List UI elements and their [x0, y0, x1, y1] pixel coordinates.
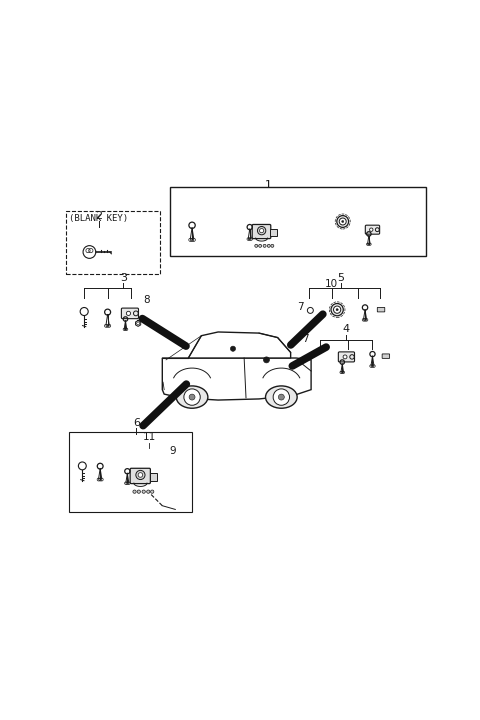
Circle shape	[184, 389, 200, 405]
FancyBboxPatch shape	[130, 468, 150, 484]
Polygon shape	[162, 358, 311, 400]
FancyBboxPatch shape	[252, 225, 271, 238]
Ellipse shape	[176, 386, 208, 408]
Circle shape	[230, 346, 236, 351]
Circle shape	[267, 244, 270, 247]
Text: 3: 3	[120, 272, 127, 282]
FancyBboxPatch shape	[338, 352, 355, 362]
Bar	[150, 473, 157, 481]
Text: 11: 11	[143, 433, 156, 443]
Circle shape	[370, 228, 373, 231]
Text: 6: 6	[133, 418, 140, 428]
Circle shape	[189, 394, 195, 400]
Circle shape	[339, 218, 346, 225]
Circle shape	[255, 244, 258, 247]
Text: 8: 8	[144, 294, 150, 305]
Ellipse shape	[265, 386, 297, 408]
Text: 9: 9	[170, 446, 176, 456]
Bar	[170, 187, 426, 256]
Circle shape	[273, 389, 289, 405]
Circle shape	[133, 490, 136, 493]
Text: 1: 1	[265, 180, 272, 190]
Circle shape	[257, 227, 266, 235]
FancyBboxPatch shape	[365, 225, 380, 234]
Text: 7: 7	[297, 302, 304, 312]
Text: 4: 4	[343, 324, 350, 334]
Circle shape	[343, 355, 347, 359]
Polygon shape	[188, 332, 290, 358]
Circle shape	[278, 394, 284, 400]
Text: 2: 2	[96, 211, 103, 221]
Circle shape	[147, 490, 150, 493]
Circle shape	[151, 490, 154, 493]
Circle shape	[331, 304, 343, 316]
Circle shape	[264, 357, 269, 363]
Circle shape	[320, 346, 324, 351]
Circle shape	[263, 244, 266, 247]
Text: 7: 7	[302, 334, 309, 344]
Bar	[270, 229, 276, 236]
Circle shape	[137, 490, 141, 493]
Bar	[66, 211, 160, 274]
Circle shape	[136, 470, 145, 480]
Circle shape	[337, 215, 348, 228]
Circle shape	[271, 244, 274, 247]
Circle shape	[138, 472, 143, 477]
Circle shape	[342, 220, 344, 222]
Circle shape	[259, 244, 262, 247]
FancyBboxPatch shape	[121, 308, 139, 319]
Circle shape	[126, 311, 131, 315]
Circle shape	[142, 490, 145, 493]
FancyBboxPatch shape	[377, 307, 385, 312]
Circle shape	[336, 309, 338, 311]
FancyBboxPatch shape	[382, 354, 390, 359]
Text: 5: 5	[337, 272, 344, 282]
Text: 10: 10	[325, 279, 338, 289]
Text: (BLANK KEY): (BLANK KEY)	[69, 214, 129, 223]
Circle shape	[334, 306, 341, 313]
Circle shape	[260, 228, 264, 233]
Bar	[69, 433, 192, 513]
